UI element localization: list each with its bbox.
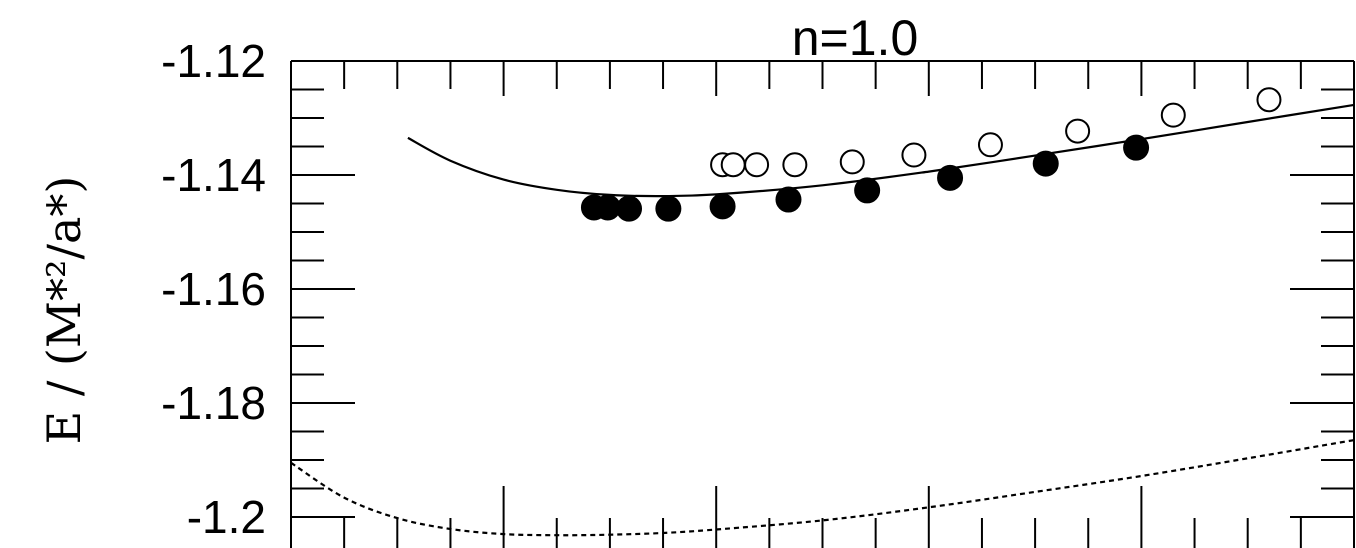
open-data-point (977, 132, 1003, 158)
y-tick-label: -1.12 (161, 35, 266, 87)
open-data-point (720, 152, 746, 178)
plot-frame (290, 60, 1355, 548)
filled-data-point (616, 195, 643, 222)
open-data-point (839, 149, 865, 175)
filled-data-point (1123, 134, 1150, 161)
filled-data-point (937, 164, 964, 191)
open-data-point (782, 152, 808, 178)
filled-data-point (655, 195, 682, 222)
y-tick-label: -1.18 (161, 377, 266, 429)
filled-data-point (1032, 150, 1059, 177)
filled-data-point (775, 186, 802, 213)
y-tick-label: -1.14 (161, 149, 266, 201)
y-tick-label: -1.16 (161, 263, 266, 315)
solid-curve (407, 103, 1355, 198)
open-data-point (901, 142, 927, 168)
chart-title: n=1.0 (792, 10, 919, 66)
open-data-point (1160, 102, 1186, 128)
y-tick-labels: -1.12 -1.14 -1.16 -1.18 -1.2 (161, 35, 266, 543)
data-points (580, 87, 1282, 222)
filled-data-point (854, 177, 881, 204)
filled-data-point (709, 193, 736, 220)
dotted-curve (290, 439, 1355, 537)
open-data-point (1065, 118, 1091, 144)
axis-ticks (290, 60, 1355, 548)
y-axis-label: E / (M*²/a*) (37, 176, 91, 445)
y-tick-label: -1.2 (187, 491, 266, 543)
curves (290, 103, 1355, 537)
open-data-point (744, 152, 770, 178)
open-data-point (1256, 87, 1282, 113)
